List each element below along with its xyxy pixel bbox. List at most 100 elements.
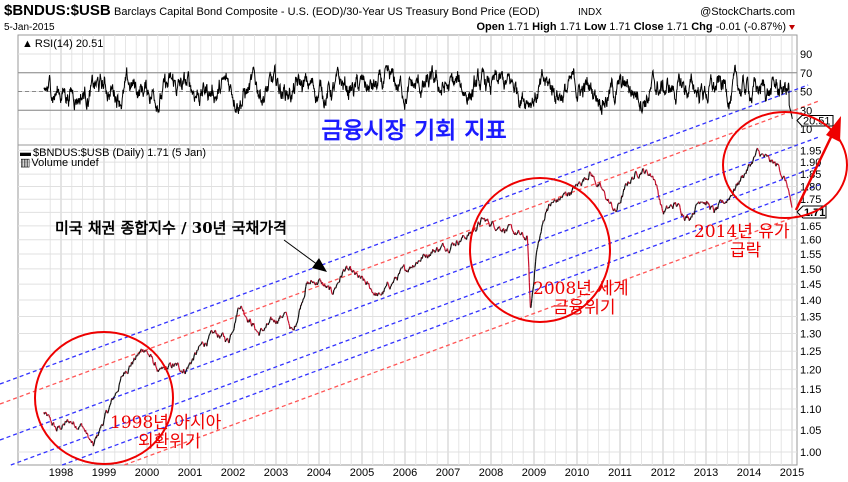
price-segment [131, 361, 133, 364]
price-segment [46, 414, 48, 417]
price-segment [223, 336, 226, 340]
price-segment [541, 223, 544, 226]
price-segment [649, 173, 652, 176]
price-segment [353, 270, 356, 273]
price-segment [125, 370, 127, 373]
price-segment [678, 204, 681, 208]
price-segment [549, 203, 552, 207]
price-segment [758, 150, 761, 155]
price-segment [360, 276, 362, 279]
price-segment [762, 153, 764, 155]
price-segment [105, 409, 108, 412]
price-segment [565, 194, 568, 197]
price-segment [104, 412, 106, 417]
price-segment [127, 367, 130, 371]
price-segment [85, 429, 87, 434]
price-segment [52, 422, 54, 425]
price-segment [528, 282, 531, 296]
price-segment [753, 155, 756, 158]
price-segment [206, 339, 209, 343]
price-segment [538, 238, 541, 242]
price-segment [417, 260, 419, 263]
red-channel-line [0, 99, 821, 405]
price-segment [282, 315, 284, 318]
price-segment [787, 187, 789, 190]
price-segment [746, 168, 749, 172]
price-segment [201, 341, 204, 343]
price-segment [75, 426, 77, 429]
price-segment [220, 333, 223, 337]
price-segment [195, 352, 198, 356]
price-segment [467, 234, 469, 237]
price-segment [258, 331, 261, 335]
price-segment [729, 196, 731, 199]
price-segment [593, 176, 595, 180]
price-segment [413, 265, 415, 268]
price-segment [506, 228, 508, 232]
price-segment [321, 282, 324, 286]
price-segment [233, 323, 236, 329]
price-segment [491, 221, 493, 224]
price-segment [364, 280, 366, 283]
price-segment [502, 228, 505, 232]
price-tick-label: 1.65 [800, 221, 821, 233]
price-segment [476, 224, 479, 227]
year-tick-label: 2001 [178, 467, 202, 479]
price-segment [641, 168, 644, 171]
price-segment [479, 222, 481, 226]
price-segment [253, 325, 256, 329]
price-segment [522, 233, 524, 237]
price-segment [685, 215, 688, 219]
price-segment [234, 320, 237, 323]
price-segment [594, 180, 596, 183]
price-segment [456, 241, 459, 244]
price-segment [190, 360, 193, 363]
price-segment [623, 186, 626, 190]
price-segment [436, 249, 439, 252]
rsi-line [43, 63, 793, 119]
price-segment [631, 176, 633, 178]
price-segment [309, 282, 312, 285]
price-tick-label: 1.60 [800, 235, 821, 247]
price-segment [644, 169, 647, 172]
price-segment [705, 203, 707, 206]
price-segment [676, 203, 679, 205]
price-segment [139, 349, 142, 352]
price-tick-label: 1.95 [800, 145, 821, 157]
price-segment [228, 339, 231, 344]
price-segment [447, 250, 449, 253]
price-segment [108, 405, 111, 408]
price-segment [303, 294, 306, 298]
price-segment [198, 345, 200, 348]
price-segment [530, 303, 533, 308]
price-segment [778, 164, 780, 167]
price-segment [462, 234, 464, 237]
price-segment [664, 209, 667, 211]
annotation-series-note: 미국 채권 종합지수 / 30년 국채가격 [55, 219, 287, 237]
blue-channel-line [0, 135, 821, 441]
price-segment [565, 193, 568, 195]
price-tick-label: 1.75 [800, 194, 821, 206]
price-segment [616, 205, 619, 210]
svg-text:1.71: 1.71 [804, 207, 825, 219]
circle-2014 [722, 111, 848, 219]
price-segment [70, 421, 72, 423]
price-segment [579, 184, 582, 186]
price-segment [91, 440, 94, 444]
price-segment [335, 285, 337, 289]
price-segment [625, 183, 627, 185]
price-segment [204, 342, 206, 344]
price-segment [505, 228, 507, 231]
price-segment [384, 285, 387, 288]
price-segment [625, 183, 628, 186]
price-segment [716, 206, 718, 209]
price-segment [446, 248, 449, 251]
price-segment [778, 166, 781, 171]
price-segment [114, 393, 117, 396]
price-segment [530, 298, 533, 304]
price-segment [594, 182, 597, 185]
price-segment [140, 348, 143, 351]
price-segment [192, 356, 195, 361]
price-segment [447, 251, 450, 254]
price-segment [789, 195, 792, 201]
